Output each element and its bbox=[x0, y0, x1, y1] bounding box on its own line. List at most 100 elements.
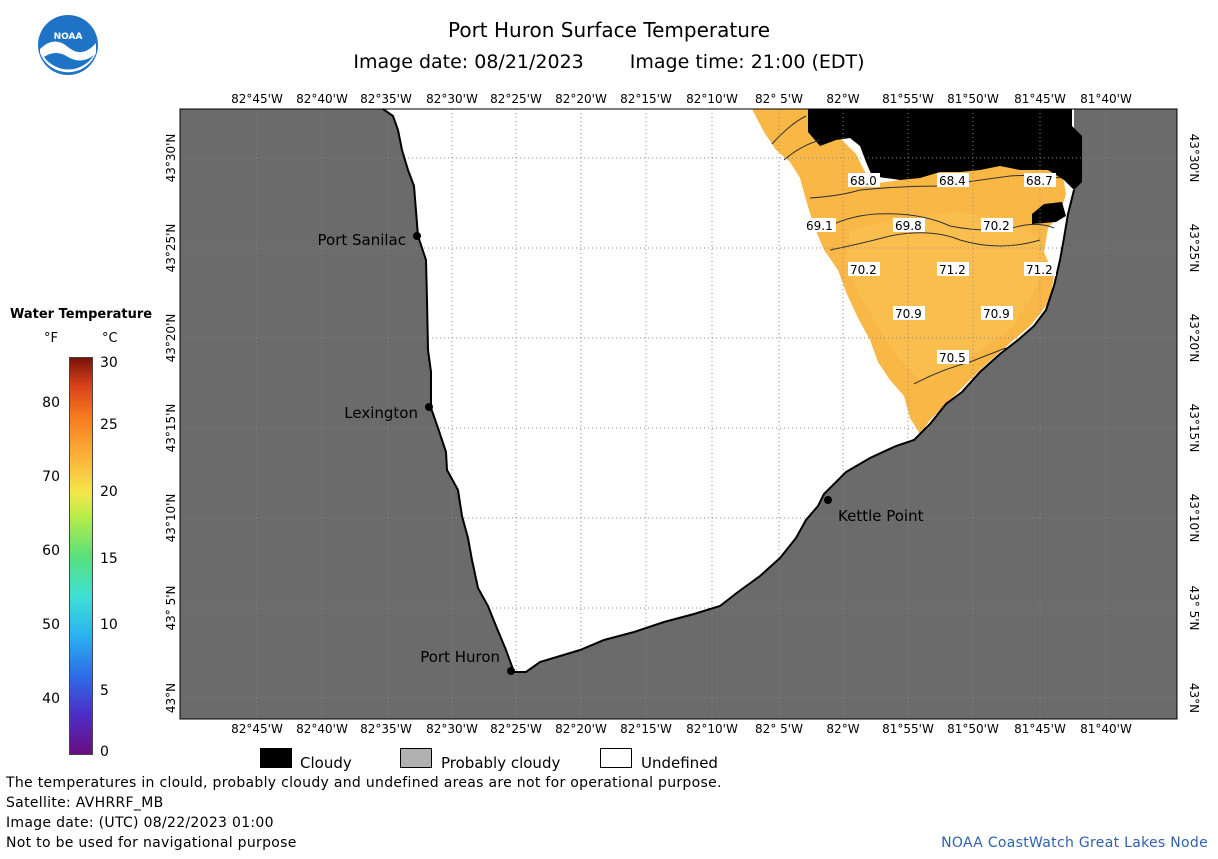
temp-label: 69.8 bbox=[895, 219, 922, 233]
city-dot-port-huron bbox=[507, 667, 515, 675]
city-dot-kettle-point bbox=[824, 496, 832, 504]
lon-label-bottom: 82°W bbox=[826, 722, 859, 736]
lon-label-top: 82°W bbox=[826, 92, 859, 106]
shoreline-west bbox=[382, 108, 1075, 673]
lon-label-top: 82°25'W bbox=[490, 92, 542, 106]
map-title: Port Huron Surface Temperature bbox=[447, 18, 770, 42]
temp-label: 70.2 bbox=[850, 263, 877, 277]
scale-tick-f: 80 bbox=[42, 395, 60, 411]
lon-label-bottom: 82° 5'W bbox=[755, 722, 803, 736]
legend-label-cloudy: Cloudy bbox=[300, 754, 352, 772]
lon-label-bottom: 82°40'W bbox=[296, 722, 348, 736]
scale-tick-f: 50 bbox=[42, 617, 60, 633]
lon-label-top: 81°40'W bbox=[1080, 92, 1132, 106]
lon-label-bottom: 82°35'W bbox=[360, 722, 412, 736]
temp-label: 70.9 bbox=[983, 307, 1010, 321]
lon-label-bottom: 82°15'W bbox=[620, 722, 672, 736]
lat-label-left: 43° 5'N bbox=[164, 586, 178, 631]
lon-label-bottom: 82°25'W bbox=[490, 722, 542, 736]
lat-label-left: 43°10'N bbox=[164, 494, 178, 543]
noaa-logo-text: NOAA bbox=[54, 32, 83, 42]
lat-label-right: 43°30'N bbox=[1187, 134, 1201, 183]
temp-label: 68.0 bbox=[850, 174, 877, 188]
scale-tick-f: 70 bbox=[42, 469, 60, 485]
scale-tick-f: 40 bbox=[42, 691, 60, 707]
temp-label: 71.2 bbox=[1026, 263, 1053, 277]
lon-label-bottom: 81°45'W bbox=[1014, 722, 1066, 736]
scale-tick-c: 10 bbox=[100, 617, 118, 633]
lon-label-top: 81°55'W bbox=[882, 92, 934, 106]
lat-label-right: 43° 5'N bbox=[1187, 586, 1201, 631]
scale-tick-c: 0 bbox=[100, 744, 109, 760]
lat-label-right: 43°10'N bbox=[1187, 494, 1201, 543]
footer-utc-date: Image date: (UTC) 08/22/2023 01:00 bbox=[6, 815, 274, 831]
temp-label: 70.5 bbox=[939, 351, 966, 365]
image-time: Image time: 21:00 (EDT) bbox=[629, 51, 865, 73]
warm-water-core bbox=[846, 212, 1044, 380]
city-dot-lexington bbox=[425, 403, 433, 411]
lat-label-left: 43°30'N bbox=[164, 134, 178, 183]
lon-label-bottom: 81°40'W bbox=[1080, 722, 1132, 736]
footer-satellite: Satellite: AVHRRF_MB bbox=[6, 795, 164, 811]
lon-label-top: 82° 5'W bbox=[755, 92, 803, 106]
city-markers bbox=[413, 232, 832, 675]
footer-navigation-warning: Not to be used for navigational purpose bbox=[6, 835, 297, 851]
scale-tick-f: 60 bbox=[42, 543, 60, 559]
city-label-port-huron: Port Huron bbox=[420, 648, 500, 666]
city-dot-port-sanilac bbox=[413, 232, 421, 240]
lat-label-left: 43°15'N bbox=[164, 404, 178, 453]
lat-label-right: 43°20'N bbox=[1187, 314, 1201, 363]
scale-title: Water Temperature bbox=[10, 307, 153, 322]
scale-unit-celsius: °C bbox=[102, 331, 118, 346]
lat-label-right: 43°25'N bbox=[1187, 224, 1201, 273]
scale-tick-c: 15 bbox=[100, 551, 118, 567]
lat-label-left: 43°25'N bbox=[164, 224, 178, 273]
lat-label-left: 43°20'N bbox=[164, 314, 178, 363]
legend-label-probably-cloudy: Probably cloudy bbox=[441, 754, 561, 772]
footer-credit: NOAA CoastWatch Great Lakes Node bbox=[941, 835, 1208, 851]
lat-label-right: 43°N bbox=[1187, 683, 1201, 713]
lon-label-bottom: 82°45'W bbox=[231, 722, 283, 736]
temp-label: 69.1 bbox=[806, 219, 833, 233]
temp-label: 71.2 bbox=[939, 263, 966, 277]
cloud-patch bbox=[1032, 202, 1066, 224]
scale-tick-c: 30 bbox=[100, 355, 118, 371]
city-label-kettle-point: Kettle Point bbox=[838, 507, 924, 525]
graticule bbox=[180, 109, 1177, 719]
city-label-lexington: Lexington bbox=[344, 404, 418, 422]
city-label-port-sanilac: Port Sanilac bbox=[318, 231, 407, 249]
footer-disclaimer: The temperatures in clould, probably clo… bbox=[6, 775, 722, 791]
lat-label-right: 43°15'N bbox=[1187, 404, 1201, 453]
scale-tick-c: 25 bbox=[100, 417, 118, 433]
noaa-logo-icon: NOAA bbox=[38, 15, 98, 75]
temp-label: 68.7 bbox=[1026, 174, 1053, 188]
lon-label-bottom: 82°30'W bbox=[426, 722, 478, 736]
lon-label-top: 82°15'W bbox=[620, 92, 672, 106]
temp-label: 68.4 bbox=[939, 174, 966, 188]
legend-swatch-undefined bbox=[600, 748, 632, 768]
lon-label-top: 81°45'W bbox=[1014, 92, 1066, 106]
legend-swatch-probably-cloudy bbox=[400, 748, 432, 768]
scale-tick-c: 5 bbox=[100, 683, 109, 699]
color-scale-bar bbox=[69, 357, 93, 755]
lon-label-top: 82°30'W bbox=[426, 92, 478, 106]
scale-tick-c: 20 bbox=[100, 484, 118, 500]
lat-label-left: 43°N bbox=[164, 683, 178, 713]
image-date: Image date: 08/21/2023 bbox=[353, 51, 584, 73]
lon-label-top: 82°10'W bbox=[686, 92, 738, 106]
temp-label: 70.9 bbox=[895, 307, 922, 321]
map-frame bbox=[179, 108, 1178, 720]
lon-label-top: 82°35'W bbox=[360, 92, 412, 106]
lon-label-bottom: 81°55'W bbox=[882, 722, 934, 736]
lon-label-top: 82°45'W bbox=[231, 92, 283, 106]
legend-swatch-cloudy bbox=[260, 748, 292, 768]
scale-unit-fahrenheit: °F bbox=[44, 331, 58, 346]
lon-label-bottom: 82°20'W bbox=[555, 722, 607, 736]
lon-label-top: 82°40'W bbox=[296, 92, 348, 106]
legend-label-undefined: Undefined bbox=[641, 754, 718, 772]
lon-label-top: 82°20'W bbox=[555, 92, 607, 106]
lon-label-top: 81°50'W bbox=[947, 92, 999, 106]
cloud-area bbox=[808, 109, 1082, 190]
temp-label: 70.2 bbox=[983, 219, 1010, 233]
